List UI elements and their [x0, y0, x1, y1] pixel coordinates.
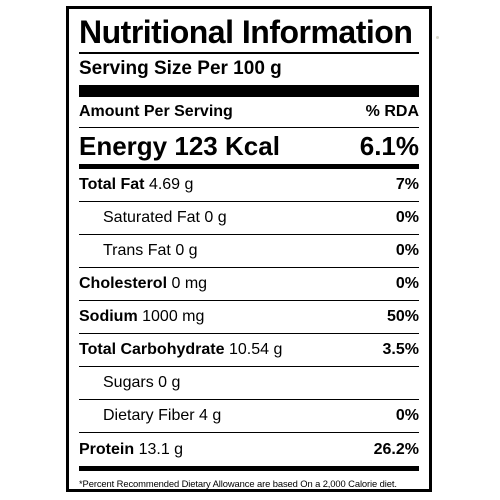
- nutrient-name: Sodium: [79, 308, 138, 325]
- nutrient-row: Dietary Fiber 4 g 0%: [79, 400, 419, 433]
- nutrient-name: Saturated Fat: [103, 209, 200, 226]
- energy-text: Energy 123 Kcal: [79, 131, 280, 162]
- nutrient-name-amount: Total Fat 4.69 g: [79, 176, 193, 194]
- nutrient-row: Sodium 1000 mg 50%: [79, 301, 419, 334]
- nutrient-rda: 50%: [386, 308, 419, 325]
- amount-per-serving-label: Amount Per Serving: [79, 102, 233, 120]
- nutrient-row: Protein 13.1 g 26.2%: [79, 433, 419, 466]
- footnote-divider: [79, 466, 419, 471]
- nutrient-amount: 4.69 g: [148, 176, 194, 193]
- serving-size: Serving Size Per 100 g: [79, 57, 282, 79]
- amount-header-row: Amount Per Serving % RDA: [79, 97, 419, 127]
- nutrient-amount: 4 g: [199, 407, 222, 424]
- nutrient-name: Protein: [79, 440, 135, 458]
- footnote: *Percent Recommended Dietary Allowance a…: [79, 478, 397, 489]
- energy-value: 123 Kcal: [174, 130, 280, 161]
- nutrient-rda: 0%: [395, 209, 419, 226]
- nutrient-name: Cholesterol: [79, 275, 168, 292]
- nutrition-label: Nutritional Information Serving Size Per…: [66, 6, 432, 492]
- amount-divider: [79, 126, 419, 128]
- nutrient-name: Sugars: [103, 374, 154, 391]
- nutrient-row: Total Fat 4.69 g 7%: [79, 169, 419, 202]
- nutrient-amount: 1000 mg: [142, 308, 205, 325]
- serving-divider: [79, 84, 419, 97]
- nutrient-name: Dietary Fiber: [103, 407, 195, 424]
- nutrient-name: Total Fat: [79, 176, 145, 193]
- energy-label: Energy: [79, 130, 168, 161]
- nutrient-amount: 0 mg: [171, 275, 208, 292]
- nutrient-rda: 0%: [395, 407, 419, 424]
- nutrient-row: Total Carbohydrate 10.54 g 3.5%: [79, 334, 419, 367]
- nutrient-name: Total Carbohydrate: [79, 341, 225, 358]
- nutrient-amount: 10.54 g: [228, 341, 283, 358]
- nutrient-name: Trans Fat: [103, 242, 171, 259]
- nutrient-rda: 26.2%: [373, 440, 419, 458]
- nutrient-name-amount: Sugars 0 g: [79, 374, 180, 392]
- nutrient-amount: 0 g: [158, 374, 181, 391]
- nutrient-rda: 3.5%: [382, 341, 419, 358]
- image-speck: [436, 36, 439, 39]
- nutrient-amount: 0 g: [175, 242, 198, 259]
- nutrient-amount: 13.1 g: [138, 440, 184, 458]
- nutrient-list: Total Fat 4.69 g 7% Saturated Fat 0 g 0% Tra…: [79, 169, 419, 466]
- nutrient-name-amount: Protein 13.1 g: [79, 441, 183, 459]
- energy-rda: 6.1%: [359, 130, 419, 161]
- nutrient-row: Trans Fat 0 g 0%: [79, 235, 419, 268]
- nutrient-rda: 0%: [395, 242, 419, 259]
- rda-header: % RDA: [365, 102, 419, 120]
- nutrient-rda: 0%: [395, 275, 419, 292]
- nutrient-row: Cholesterol 0 mg 0%: [79, 268, 419, 301]
- nutrient-amount: 0 g: [204, 209, 227, 226]
- nutrient-name-amount: Sodium 1000 mg: [79, 308, 204, 326]
- nutrient-name-amount: Dietary Fiber 4 g: [79, 407, 221, 425]
- nutrient-name-amount: Saturated Fat 0 g: [79, 209, 227, 227]
- nutrient-name-amount: Total Carbohydrate 10.54 g: [79, 341, 282, 359]
- energy-row: Energy 123 Kcal 6.1%: [79, 128, 419, 164]
- title-divider: [79, 52, 419, 54]
- label-title: Nutritional Information: [79, 14, 413, 50]
- nutrient-row: Saturated Fat 0 g 0%: [79, 202, 419, 235]
- nutrient-name-amount: Trans Fat 0 g: [79, 242, 198, 260]
- nutrient-name-amount: Cholesterol 0 mg: [79, 275, 207, 293]
- nutrient-rda: 7%: [395, 176, 419, 193]
- energy-divider: [79, 164, 419, 169]
- nutrient-row: Sugars 0 g: [79, 367, 419, 400]
